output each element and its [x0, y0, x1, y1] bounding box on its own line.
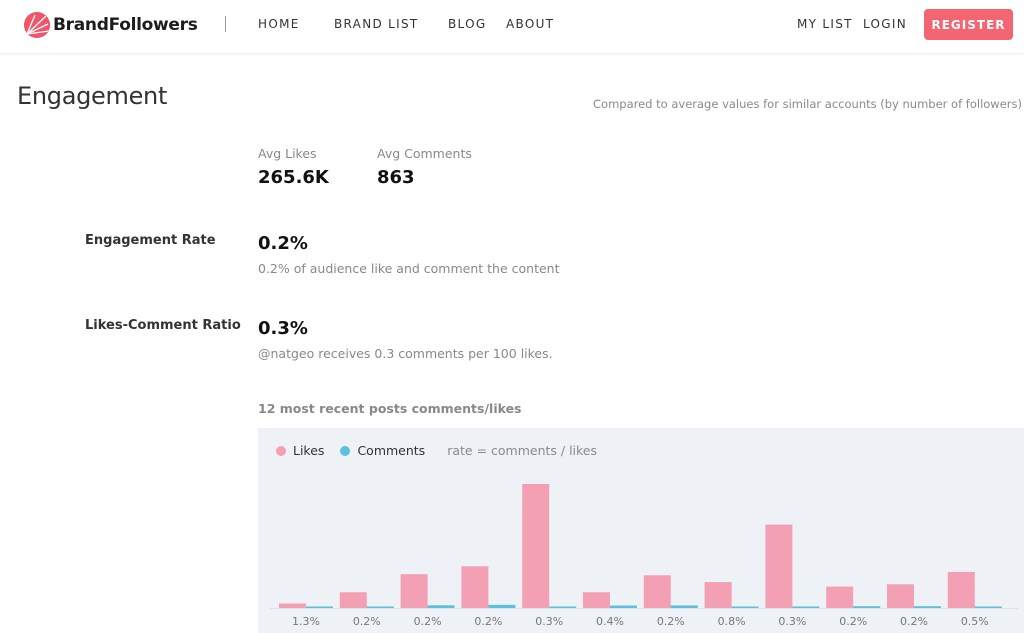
- likes-bar[interactable]: [400, 574, 428, 608]
- nav-about-link[interactable]: ABOUT: [506, 17, 555, 31]
- nav-blog-link[interactable]: BLOG: [448, 17, 487, 31]
- likes-bar[interactable]: [947, 571, 975, 608]
- x-tick-label: 0.3%: [778, 615, 806, 628]
- likes-bar[interactable]: [522, 484, 550, 608]
- likes-bar[interactable]: [887, 584, 914, 608]
- bar-chart: 1.3% 0.2% 0.2% 0.2% 0.3% 0.4% 0.2% 0.8% 0.3% 0.2%…: [270, 484, 1018, 628]
- x-tick-label: 0.2%: [657, 615, 685, 628]
- x-tick-label: 0.4%: [596, 615, 624, 628]
- likes-bar[interactable]: [765, 524, 793, 608]
- avg-comments-value: 863: [377, 167, 415, 188]
- nav-my-list-link[interactable]: MY LIST: [797, 17, 853, 31]
- engagement-rate-label: Engagement Rate: [85, 233, 216, 248]
- comments-bar[interactable]: [853, 606, 881, 608]
- avg-comments-label: Avg Comments: [377, 146, 472, 161]
- brand-logo[interactable]: BrandFollowers: [24, 11, 198, 39]
- x-tick-label: 0.2%: [900, 615, 928, 628]
- x-tick-label: 0.5%: [961, 615, 989, 628]
- legend-comments-label: Comments: [357, 443, 426, 458]
- x-tick-label: 0.2%: [839, 615, 867, 628]
- legend-note: rate = comments / likes: [447, 443, 598, 458]
- chart-title: 12 most recent posts comments/likes: [258, 401, 522, 416]
- comments-bar[interactable]: [488, 604, 516, 608]
- likes-bar[interactable]: [583, 592, 610, 608]
- comments-bar[interactable]: [549, 606, 577, 609]
- engagement-rate-value: 0.2%: [258, 233, 308, 254]
- likes-comment-ratio-description: @natgeo receives 0.3 comments per 100 li…: [258, 346, 553, 361]
- likes-dot-icon: [276, 445, 286, 456]
- comments-bar[interactable]: [366, 606, 394, 609]
- section-title: Engagement: [17, 82, 168, 110]
- chart-legend: Likes Comments rate = comments / likes: [276, 443, 597, 458]
- comments-bar[interactable]: [610, 605, 637, 608]
- avg-likes-value: 265.6K: [258, 167, 329, 188]
- comments-bar[interactable]: [427, 605, 455, 608]
- legend-likes[interactable]: Likes: [276, 443, 324, 458]
- likes-bar[interactable]: [643, 575, 671, 608]
- x-tick-label: 0.2%: [353, 615, 381, 628]
- nav-divider: [225, 16, 226, 32]
- engagement-rate-description: 0.2% of audience like and comment the co…: [258, 261, 560, 276]
- brand-name: BrandFollowers: [53, 15, 198, 35]
- chart-panel: 1.3% 0.2% 0.2% 0.2% 0.3% 0.4% 0.2% 0.8% 0.3% 0.2%…: [258, 428, 1024, 633]
- brand-logo-icon: [24, 12, 50, 38]
- legend-comments[interactable]: Comments: [340, 443, 425, 458]
- top-nav: BrandFollowers HOME BRAND LIST BLOG ABOU…: [0, 0, 1024, 53]
- likes-bar[interactable]: [279, 603, 306, 608]
- likes-comment-ratio-label: Likes-Comment Ratio: [85, 318, 241, 333]
- likes-bar[interactable]: [826, 586, 854, 608]
- x-tick-label: 0.8%: [718, 615, 746, 628]
- x-tick-label: 0.2%: [414, 615, 442, 628]
- avg-likes-label: Avg Likes: [258, 146, 317, 161]
- comments-bar[interactable]: [306, 606, 333, 609]
- x-tick-label: 0.2%: [474, 615, 502, 628]
- x-tick-label: 0.3%: [535, 615, 563, 628]
- nav-brand-list-link[interactable]: BRAND LIST: [334, 17, 419, 31]
- comments-bar[interactable]: [731, 606, 759, 609]
- nav-home-link[interactable]: HOME: [258, 17, 300, 31]
- comments-bar[interactable]: [670, 605, 698, 608]
- compare-note: Compared to average values for similar a…: [593, 97, 1022, 111]
- likes-bar[interactable]: [461, 566, 489, 608]
- register-button[interactable]: REGISTER: [924, 9, 1013, 40]
- legend-likes-label: Likes: [293, 443, 325, 458]
- comments-bar[interactable]: [974, 606, 1002, 609]
- nav-login-link[interactable]: LOGIN: [863, 17, 908, 31]
- comments-bar[interactable]: [792, 606, 820, 609]
- x-tick-label: 1.3%: [292, 615, 320, 628]
- comments-dot-icon: [340, 445, 351, 456]
- comments-bar[interactable]: [914, 606, 941, 608]
- likes-bar[interactable]: [339, 592, 367, 608]
- likes-comment-ratio-value: 0.3%: [258, 318, 308, 339]
- likes-bar[interactable]: [704, 582, 732, 608]
